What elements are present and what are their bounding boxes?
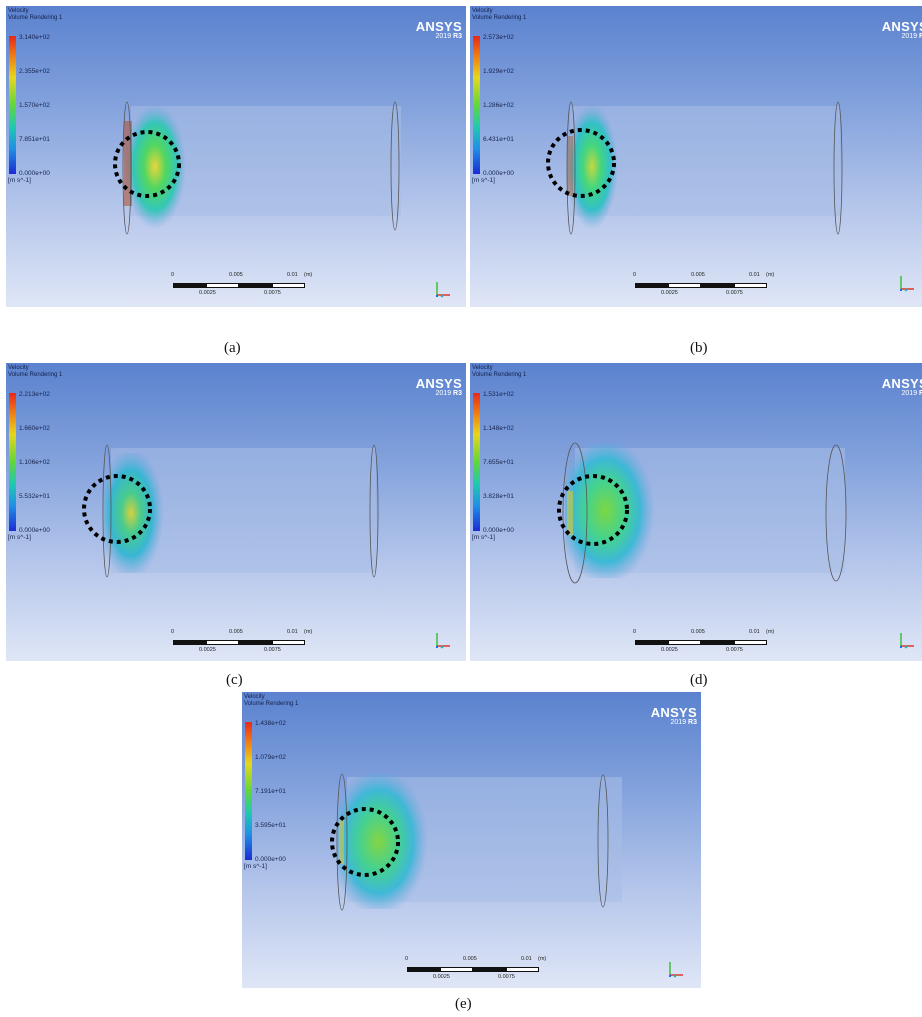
legend-unit: [m s^-1] — [472, 534, 495, 541]
color-legend-bar — [473, 393, 480, 531]
scale-bar: 0 0.005 0.01 (m) 0.0025 0.0075 — [633, 272, 775, 296]
legend-header: Velocity Volume Rendering 1 — [472, 8, 527, 21]
render-panel-e: Velocity Volume Rendering 1 1.438e+02 1.… — [242, 692, 701, 988]
color-legend-bar — [9, 36, 16, 174]
velocity-volume-render — [113, 101, 401, 235]
legend-tick: 0.000e+00 — [255, 856, 286, 863]
legend-header: Velocity Volume Rendering 1 — [8, 8, 63, 21]
axis-triad-icon — [900, 276, 914, 292]
panel-caption: (e) — [455, 996, 472, 1012]
scale-bar: 0 0.005 0.01 (m) 0.0025 0.0075 — [405, 956, 547, 980]
legend-tick: 1.106e+02 — [19, 459, 50, 466]
legend-tick: 0.000e+00 — [483, 527, 514, 534]
legend-tick: 1.929e+02 — [483, 68, 514, 75]
render-panel-c: Velocity Volume Rendering 1 2.213e+02 1.… — [6, 363, 466, 661]
ansys-logo: ANSYS 2019 R3 — [881, 376, 922, 397]
legend-header: Velocity Volume Rendering 1 — [8, 365, 63, 378]
legend-tick: 3.140e+02 — [19, 34, 50, 41]
legend-tick: 1.438e+02 — [255, 720, 286, 727]
legend-unit: [m s^-1] — [8, 534, 31, 541]
legend-tick: 1.531e+02 — [483, 391, 514, 398]
color-legend-bar — [245, 722, 252, 860]
legend-tick: 5.532e+01 — [19, 493, 50, 500]
panel-caption: (b) — [690, 340, 708, 356]
legend-tick: 1.660e+02 — [19, 425, 50, 432]
ansys-logo: ANSYS 2019 R3 — [650, 705, 697, 726]
render-panel-b: Velocity Volume Rendering 1 2.573e+02 1.… — [470, 6, 922, 307]
scale-bar: 0 0.005 0.01 (m) 0.0025 0.0075 — [171, 629, 313, 653]
legend-tick: 1.148e+02 — [483, 425, 514, 432]
color-legend-bar — [473, 36, 480, 174]
ansys-logo: ANSYS 2019 R3 — [881, 19, 922, 40]
scale-bar: 0 0.005 0.01 (m) 0.0025 0.0075 — [633, 629, 775, 653]
legend-unit: [m s^-1] — [244, 863, 267, 870]
legend-tick: 1.286e+02 — [483, 102, 514, 109]
legend-tick: 7.655e+01 — [483, 459, 514, 466]
panel-caption: (d) — [690, 672, 708, 688]
ansys-logo: ANSYS 2019 R3 — [415, 376, 462, 397]
render-panel-d: Velocity Volume Rendering 1 1.531e+02 1.… — [470, 363, 922, 661]
highlight-circle — [546, 128, 616, 198]
legend-header: Velocity Volume Rendering 1 — [472, 365, 527, 378]
render-panel-a: Velocity Volume Rendering 1 3.140e+02 2.… — [6, 6, 466, 307]
legend-header: Velocity Volume Rendering 1 — [244, 694, 299, 707]
legend-tick: 1.570e+02 — [19, 102, 50, 109]
legend-tick: 0.000e+00 — [19, 170, 50, 177]
highlight-circle — [113, 130, 181, 198]
legend-tick: 2.213e+02 — [19, 391, 50, 398]
legend-tick: 6.431e+01 — [483, 136, 514, 143]
legend-tick: 0.000e+00 — [483, 170, 514, 177]
legend-unit: [m s^-1] — [472, 177, 495, 184]
legend-tick: 0.000e+00 — [19, 527, 50, 534]
velocity-volume-render — [330, 773, 622, 911]
legend-tick: 3.828e+01 — [483, 493, 514, 500]
legend-tick: 2.573e+02 — [483, 34, 514, 41]
axis-triad-icon — [900, 633, 914, 649]
panel-caption: (c) — [226, 672, 243, 688]
scale-bar: 0 0.005 0.01 (m) 0.0025 0.0075 — [171, 272, 313, 296]
ansys-logo: ANSYS 2019 R3 — [415, 19, 462, 40]
legend-tick: 3.595e+01 — [255, 822, 286, 829]
velocity-volume-render — [546, 101, 843, 235]
axis-triad-icon — [669, 962, 683, 978]
color-legend-bar — [9, 393, 16, 531]
legend-tick: 7.851e+01 — [19, 136, 50, 143]
legend-tick: 1.079e+02 — [255, 754, 286, 761]
highlight-circle — [330, 807, 400, 877]
highlight-circle — [82, 474, 152, 544]
panel-caption: (a) — [224, 340, 241, 356]
velocity-volume-render — [557, 442, 847, 584]
axis-triad-icon — [436, 282, 450, 298]
legend-tick: 7.191e+01 — [255, 788, 286, 795]
highlight-circle — [557, 474, 629, 546]
axis-triad-icon — [436, 633, 450, 649]
legend-tick: 2.355e+02 — [19, 68, 50, 75]
legend-unit: [m s^-1] — [8, 177, 31, 184]
velocity-volume-render — [82, 444, 379, 578]
